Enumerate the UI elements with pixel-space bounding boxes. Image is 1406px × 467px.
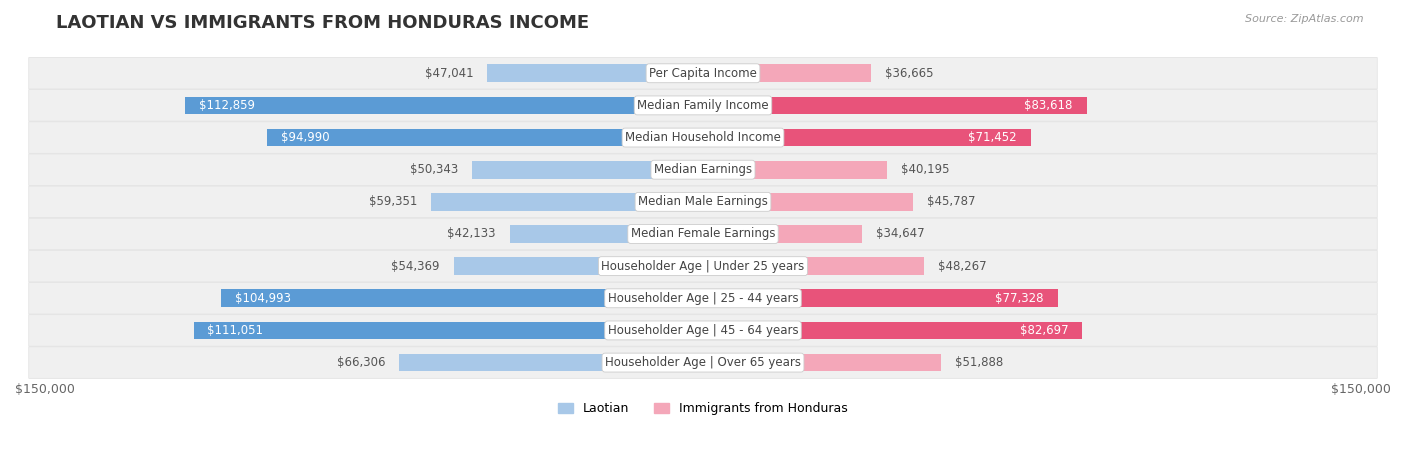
Text: Median Female Earnings: Median Female Earnings	[631, 227, 775, 241]
Text: $40,195: $40,195	[901, 163, 949, 176]
Bar	[430, 193, 703, 211]
Bar	[703, 193, 912, 211]
FancyBboxPatch shape	[28, 250, 1378, 282]
Text: $77,328: $77,328	[995, 292, 1043, 305]
Text: $48,267: $48,267	[938, 260, 987, 273]
Bar	[221, 290, 703, 307]
Text: $45,787: $45,787	[927, 195, 976, 208]
FancyBboxPatch shape	[28, 122, 1378, 153]
FancyBboxPatch shape	[28, 283, 1378, 314]
Text: Householder Age | 25 - 44 years: Householder Age | 25 - 44 years	[607, 292, 799, 305]
Text: $104,993: $104,993	[235, 292, 291, 305]
FancyBboxPatch shape	[28, 218, 1378, 250]
Bar	[472, 161, 703, 178]
Text: Median Earnings: Median Earnings	[654, 163, 752, 176]
Text: Median Family Income: Median Family Income	[637, 99, 769, 112]
Bar	[454, 257, 703, 275]
Text: $83,618: $83,618	[1025, 99, 1073, 112]
Bar	[703, 257, 924, 275]
Text: $54,369: $54,369	[391, 260, 440, 273]
Bar	[194, 322, 703, 340]
Text: Source: ZipAtlas.com: Source: ZipAtlas.com	[1246, 14, 1364, 24]
Bar	[703, 97, 1087, 114]
Text: $34,647: $34,647	[876, 227, 924, 241]
Text: $50,343: $50,343	[411, 163, 458, 176]
Bar	[703, 354, 941, 371]
Text: $82,697: $82,697	[1019, 324, 1069, 337]
Bar	[703, 290, 1057, 307]
Bar	[186, 97, 703, 114]
Text: $47,041: $47,041	[425, 67, 474, 80]
FancyBboxPatch shape	[28, 186, 1378, 218]
Text: Householder Age | 45 - 64 years: Householder Age | 45 - 64 years	[607, 324, 799, 337]
Text: Per Capita Income: Per Capita Income	[650, 67, 756, 80]
Text: $94,990: $94,990	[281, 131, 329, 144]
Bar	[703, 64, 872, 82]
Text: $150,000: $150,000	[15, 383, 75, 396]
Bar	[703, 322, 1083, 340]
FancyBboxPatch shape	[28, 315, 1378, 346]
Bar	[488, 64, 703, 82]
Text: $42,133: $42,133	[447, 227, 496, 241]
Text: Median Male Earnings: Median Male Earnings	[638, 195, 768, 208]
Text: $66,306: $66,306	[336, 356, 385, 369]
FancyBboxPatch shape	[28, 90, 1378, 121]
Text: $59,351: $59,351	[368, 195, 418, 208]
Bar	[703, 129, 1031, 146]
Text: $111,051: $111,051	[208, 324, 263, 337]
Text: $36,665: $36,665	[884, 67, 934, 80]
Text: $51,888: $51,888	[955, 356, 1002, 369]
Text: LAOTIAN VS IMMIGRANTS FROM HONDURAS INCOME: LAOTIAN VS IMMIGRANTS FROM HONDURAS INCO…	[56, 14, 589, 32]
Bar	[399, 354, 703, 371]
Bar	[267, 129, 703, 146]
FancyBboxPatch shape	[28, 347, 1378, 378]
FancyBboxPatch shape	[28, 57, 1378, 89]
Text: Median Household Income: Median Household Income	[626, 131, 780, 144]
FancyBboxPatch shape	[28, 154, 1378, 185]
Text: $71,452: $71,452	[969, 131, 1017, 144]
Legend: Laotian, Immigrants from Honduras: Laotian, Immigrants from Honduras	[553, 397, 853, 420]
Text: Householder Age | Over 65 years: Householder Age | Over 65 years	[605, 356, 801, 369]
Text: $112,859: $112,859	[200, 99, 254, 112]
Bar	[703, 161, 887, 178]
Bar	[510, 225, 703, 243]
Text: $150,000: $150,000	[1331, 383, 1391, 396]
Bar	[703, 225, 862, 243]
Text: Householder Age | Under 25 years: Householder Age | Under 25 years	[602, 260, 804, 273]
